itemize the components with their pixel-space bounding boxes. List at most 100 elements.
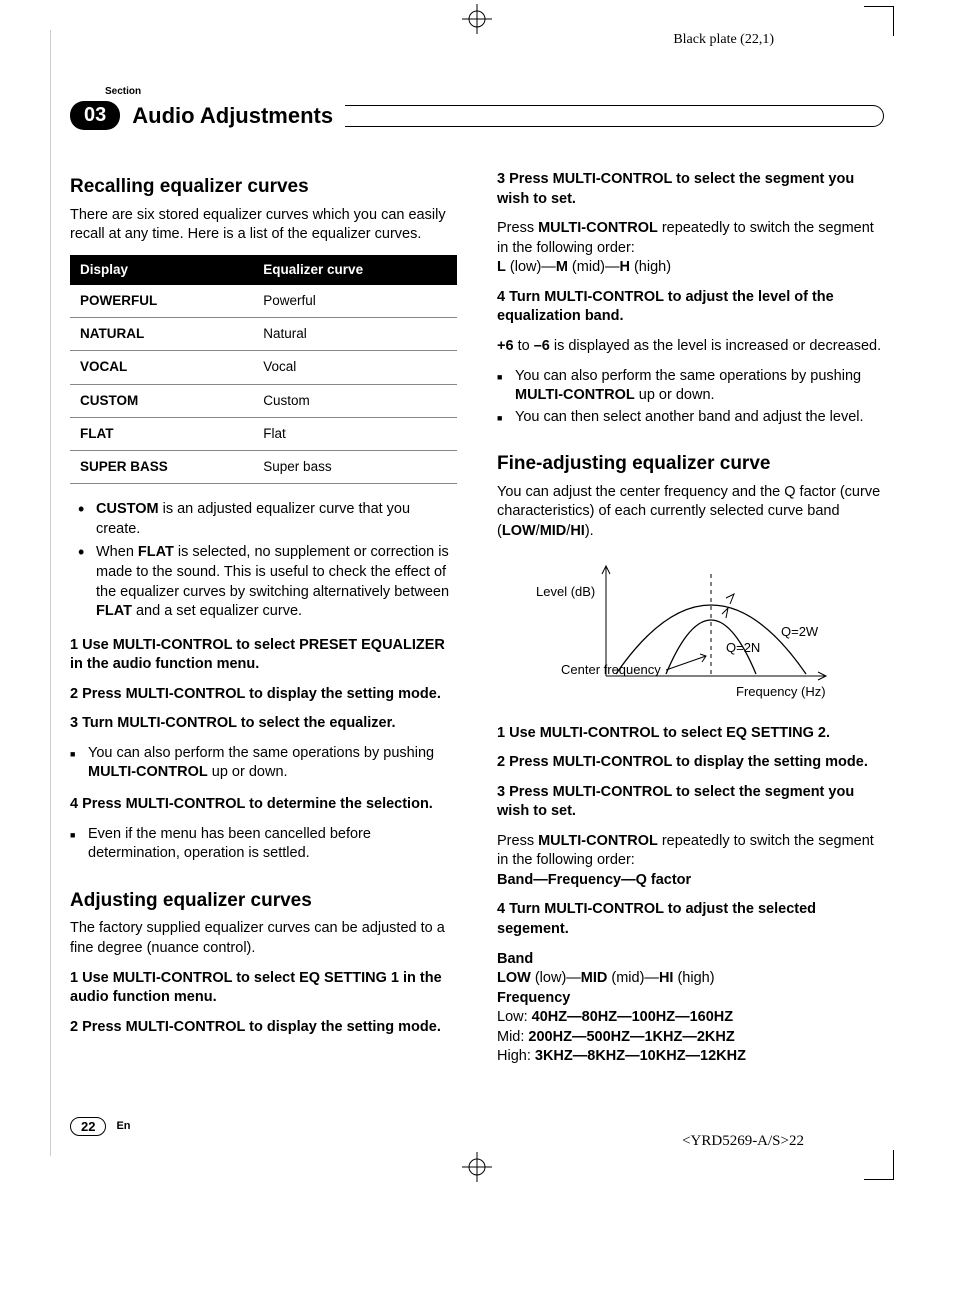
text: –6 xyxy=(534,338,550,354)
text: to xyxy=(514,338,534,354)
heading-fine: Fine-adjusting equalizer curve xyxy=(497,451,884,477)
crop-mark xyxy=(864,1150,894,1180)
text: High: xyxy=(497,1048,535,1064)
text: CUSTOM xyxy=(96,501,159,517)
adjust-step-1: 1 Use MULTI-CONTROL to select EQ SETTING… xyxy=(70,969,457,1008)
text: Press xyxy=(497,220,538,236)
step-2: 2 Press MULTI-CONTROL to display the set… xyxy=(70,685,457,705)
text: HI xyxy=(659,970,674,986)
text: 40HZ—80HZ—100HZ—160HZ xyxy=(532,1009,733,1025)
diagram-label-freq: Frequency (Hz) xyxy=(736,684,826,699)
text: Low: xyxy=(497,1009,532,1025)
adjust-step-3: 3 Press MULTI-CONTROL to select the segm… xyxy=(497,170,884,209)
text: (mid)— xyxy=(568,259,620,275)
text: MID xyxy=(540,523,567,539)
blackplate-label: Black plate (22,1) xyxy=(673,32,774,48)
text: ). xyxy=(585,523,594,539)
step3-note: You can also perform the same operations… xyxy=(70,744,457,783)
cell: NATURAL xyxy=(70,318,253,351)
table-row: VOCALVocal xyxy=(70,351,457,384)
cell: FLAT xyxy=(70,417,253,450)
th-display: Display xyxy=(70,255,253,285)
diagram-label-q2w: Q=2W xyxy=(781,624,819,639)
step4-note: Even if the menu has been cancelled befo… xyxy=(70,825,457,864)
text: Mid: xyxy=(497,1029,528,1045)
table-row: SUPER BASSSuper bass xyxy=(70,451,457,484)
cell: Custom xyxy=(253,384,457,417)
fstep3-body: Press MULTI-CONTROL repeatedly to switch… xyxy=(497,832,884,891)
cell: Super bass xyxy=(253,451,457,484)
step-1: 1 Use MULTI-CONTROL to select PRESET EQU… xyxy=(70,636,457,675)
doc-id: <YRD5269-A/S>22 xyxy=(682,1133,804,1150)
crop-mark xyxy=(50,30,51,1156)
adjust-intro: The factory supplied equalizer curves ca… xyxy=(70,919,457,958)
left-column: Recalling equalizer curves There are six… xyxy=(70,170,457,1067)
recall-intro: There are six stored equalizer curves wh… xyxy=(70,206,457,245)
text: MULTI-CONTROL xyxy=(88,764,208,780)
text: (low)— xyxy=(506,259,556,275)
fine-step-4: 4 Turn MULTI-CONTROL to adjust the selec… xyxy=(497,900,884,939)
fine-step-2: 2 Press MULTI-CONTROL to display the set… xyxy=(497,753,884,773)
registration-mark xyxy=(462,1152,492,1182)
astep4-note1: You can also perform the same operations… xyxy=(497,367,884,406)
cell: Flat xyxy=(253,417,457,450)
cell: SUPER BASS xyxy=(70,451,253,484)
cell: Natural xyxy=(253,318,457,351)
text: 200HZ—500HZ—1KHZ—2KHZ xyxy=(528,1029,734,1045)
section-header: 03 Audio Adjustments xyxy=(70,101,884,130)
text: MULTI-CONTROL xyxy=(538,220,658,236)
text: FLAT xyxy=(96,603,132,619)
cell: VOCAL xyxy=(70,351,253,384)
fine-intro: You can adjust the center frequency and … xyxy=(497,483,884,542)
text: is displayed as the level is increased o… xyxy=(550,338,881,354)
text: +6 xyxy=(497,338,514,354)
diagram-label-q2n: Q=2N xyxy=(726,640,760,655)
fine-step-1: 1 Use MULTI-CONTROL to select EQ SETTING… xyxy=(497,724,884,744)
text: (low)— xyxy=(531,970,581,986)
header-rule xyxy=(345,105,884,127)
equalizer-table: Display Equalizer curve POWERFULPowerful… xyxy=(70,255,457,485)
table-row: FLATFlat xyxy=(70,417,457,450)
text: M xyxy=(556,259,568,275)
step-3: 3 Turn MULTI-CONTROL to select the equal… xyxy=(70,714,457,734)
text: (mid)— xyxy=(607,970,659,986)
text: You can also perform the same operations… xyxy=(515,368,861,384)
heading-recall: Recalling equalizer curves xyxy=(70,174,457,200)
text: MULTI-CONTROL xyxy=(538,833,658,849)
section-title: Audio Adjustments xyxy=(132,103,333,129)
text: FLAT xyxy=(138,544,174,560)
band-block: Band LOW (low)—MID (mid)—HI (high) Frequ… xyxy=(497,950,884,1067)
eq-curve-diagram: Level (dB) Center frequency Q=2N Q=2W Fr… xyxy=(526,556,856,706)
right-column: 3 Press MULTI-CONTROL to select the segm… xyxy=(497,170,884,1067)
text: MID xyxy=(581,970,608,986)
text: and a set equalizer curve. xyxy=(132,603,302,619)
page-number-badge: 22 xyxy=(70,1117,106,1136)
table-row: CUSTOMCustom xyxy=(70,384,457,417)
cell: CUSTOM xyxy=(70,384,253,417)
th-curve: Equalizer curve xyxy=(253,255,457,285)
text: LOW xyxy=(497,970,531,986)
text: Band—Frequency—Q factor xyxy=(497,872,691,888)
step-4: 4 Press MULTI-CONTROL to determine the s… xyxy=(70,795,457,815)
text: L xyxy=(497,259,506,275)
cell: Vocal xyxy=(253,351,457,384)
table-row: POWERFULPowerful xyxy=(70,285,457,318)
registration-mark xyxy=(462,4,492,34)
text: Press xyxy=(497,833,538,849)
diagram-label-center: Center frequency xyxy=(561,662,661,677)
text: You can also perform the same operations… xyxy=(88,745,434,761)
crop-mark xyxy=(864,6,894,36)
astep4-note2: You can then select another band and adj… xyxy=(497,408,884,428)
text: MULTI-CONTROL xyxy=(515,387,635,403)
adjust-step-4: 4 Turn MULTI-CONTROL to adjust the level… xyxy=(497,288,884,327)
text: (high) xyxy=(630,259,671,275)
section-number-badge: 03 xyxy=(70,101,120,130)
text: up or down. xyxy=(208,764,288,780)
adjust-step-2: 2 Press MULTI-CONTROL to display the set… xyxy=(70,1018,457,1038)
text: up or down. xyxy=(635,387,715,403)
heading-adjust: Adjusting equalizer curves xyxy=(70,888,457,914)
text: 3KHZ—8KHZ—10KHZ—12KHZ xyxy=(535,1048,746,1064)
text: HI xyxy=(570,523,585,539)
table-row: NATURALNatural xyxy=(70,318,457,351)
cell: Powerful xyxy=(253,285,457,318)
